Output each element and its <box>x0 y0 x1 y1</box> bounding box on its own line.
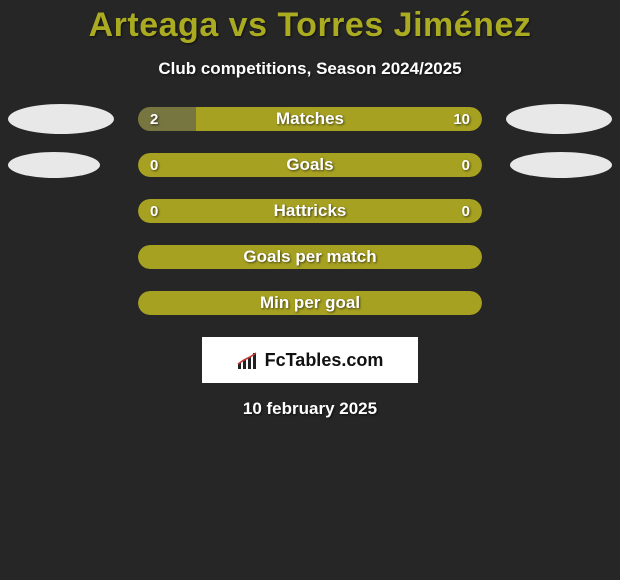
stat-label: Matches <box>138 107 482 131</box>
stat-label: Hattricks <box>138 199 482 223</box>
stat-row: 210Matches <box>0 107 620 131</box>
stat-label: Goals <box>138 153 482 177</box>
chart-icon <box>237 351 259 369</box>
date-text: 10 february 2025 <box>0 399 620 419</box>
branding-text: FcTables.com <box>265 350 384 371</box>
page-subtitle: Club competitions, Season 2024/2025 <box>0 59 620 79</box>
stat-bar: Goals per match <box>138 245 482 269</box>
right-ellipse <box>506 104 612 134</box>
left-ellipse <box>8 152 100 178</box>
branding-badge: FcTables.com <box>202 337 418 383</box>
stat-row: 00Hattricks <box>0 199 620 223</box>
stat-label: Goals per match <box>138 245 482 269</box>
stat-bar: Min per goal <box>138 291 482 315</box>
stat-bar: 00Hattricks <box>138 199 482 223</box>
page-title: Arteaga vs Torres Jiménez <box>0 0 620 45</box>
stat-row: Min per goal <box>0 291 620 315</box>
stat-rows: 210Matches 00Goals 00Hattricks Goals per ma… <box>0 107 620 315</box>
stat-bar: 210Matches <box>138 107 482 131</box>
left-ellipse <box>8 104 114 134</box>
stat-row: 00Goals <box>0 153 620 177</box>
stat-bar: 00Goals <box>138 153 482 177</box>
stat-label: Min per goal <box>138 291 482 315</box>
right-ellipse <box>510 152 612 178</box>
stat-row: Goals per match <box>0 245 620 269</box>
